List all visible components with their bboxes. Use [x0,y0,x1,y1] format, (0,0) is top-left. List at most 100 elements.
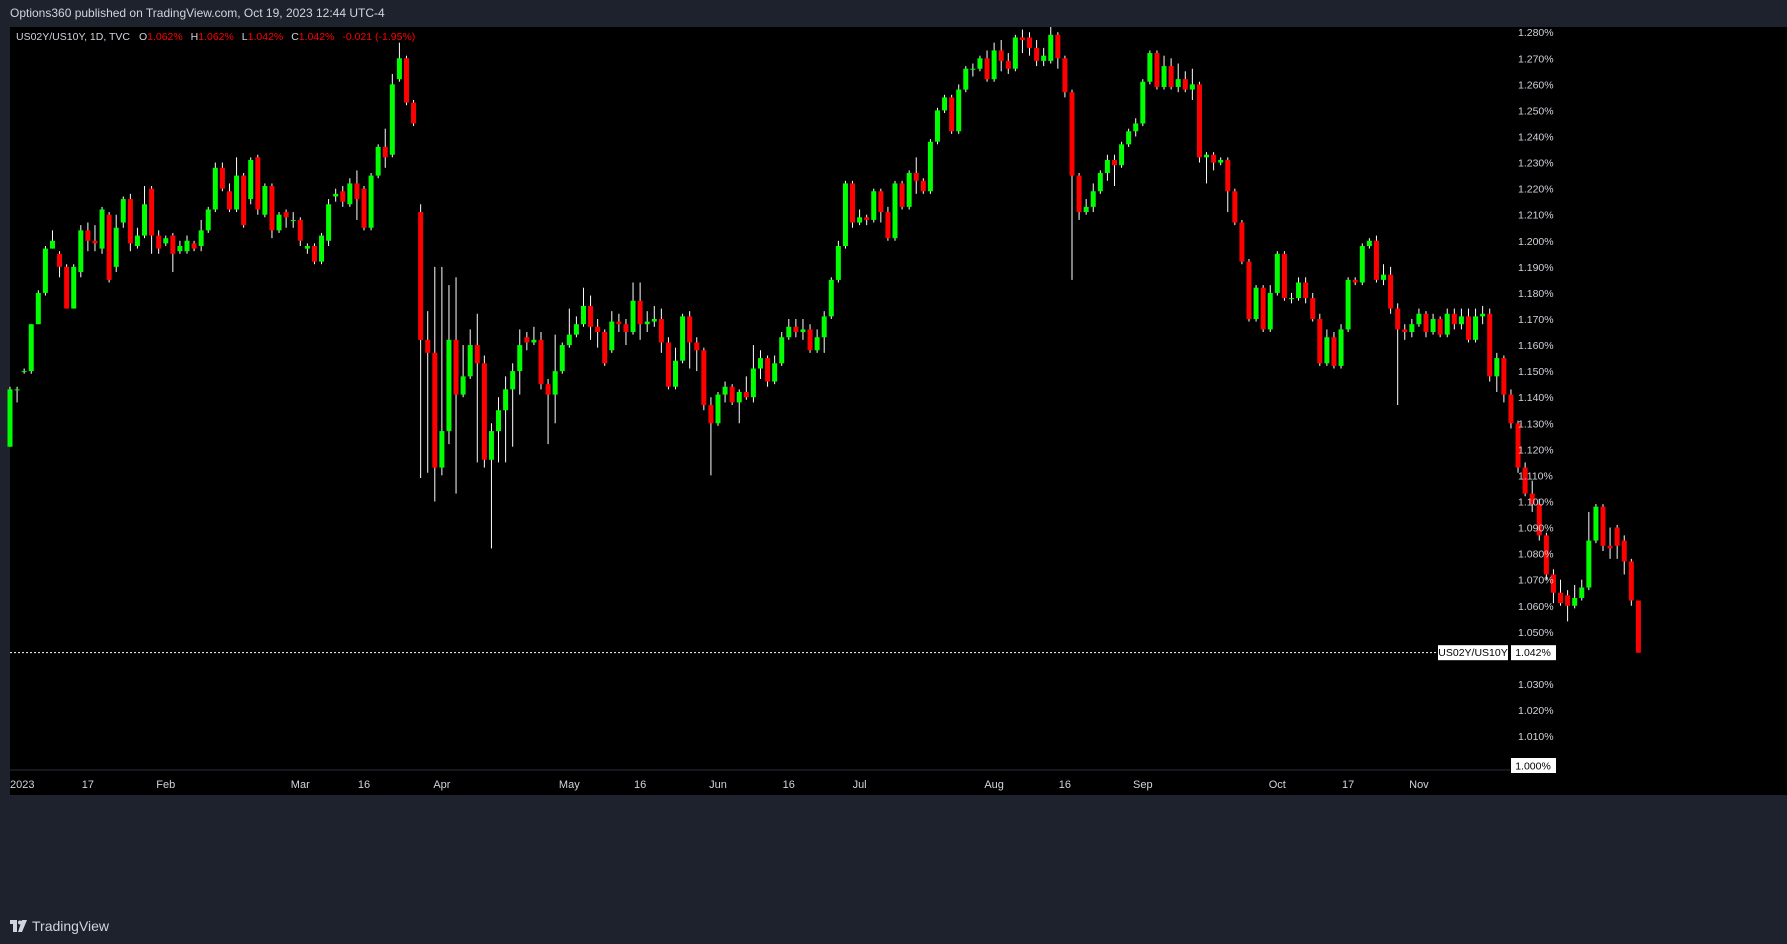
candle-body[interactable] [439,431,445,468]
candle-body[interactable] [665,342,671,387]
candle-body[interactable] [807,329,813,351]
candle-body[interactable] [1522,467,1528,494]
candle-body[interactable] [1338,329,1344,366]
candle-body[interactable] [481,363,487,460]
candle-body[interactable] [375,146,381,176]
candle-body[interactable] [290,219,296,221]
candle-body[interactable] [970,68,976,70]
tradingview-logo[interactable]: TradingView [10,918,109,934]
candle-body[interactable] [906,172,912,207]
candle-body[interactable] [1352,279,1358,283]
candle-body[interactable] [1019,37,1025,41]
candle-body[interactable] [1189,84,1195,90]
candle-body[interactable] [1430,318,1436,333]
candle-body[interactable] [828,279,834,317]
candle-body[interactable] [191,243,197,249]
candle-body[interactable] [347,183,353,205]
candle-body[interactable] [984,58,990,80]
candle-body[interactable] [1543,535,1549,575]
candle-body[interactable] [715,394,721,424]
candle-body[interactable] [899,183,905,207]
candle-body[interactable] [942,97,948,111]
candle-body[interactable] [1090,191,1096,207]
candle-body[interactable] [297,219,303,241]
candle-body[interactable] [885,212,891,239]
candle-body[interactable] [743,391,749,398]
candle-body[interactable] [432,352,438,468]
candle-body[interactable] [276,214,282,231]
candle-body[interactable] [623,324,629,333]
candlestick-chart[interactable]: 1.280% 1.270% 1.260% 1.250% 1.240% 1.230% 1.22… [0,27,1787,909]
candle-body[interactable] [857,217,863,223]
candle-body[interactable] [1196,84,1202,158]
candle-body[interactable] [750,368,756,398]
candle-body[interactable] [503,389,509,411]
candle-body[interactable] [1296,282,1302,299]
candle-body[interactable] [1239,222,1245,262]
candle-body[interactable] [559,345,565,372]
candle-body[interactable] [757,358,763,369]
candle-body[interactable] [1423,313,1429,333]
candle-body[interactable] [92,240,98,244]
candle-body[interactable] [736,391,742,403]
candle-body[interactable] [333,193,339,197]
candle-body[interactable] [262,186,268,215]
candle-body[interactable] [411,102,417,124]
candle-body[interactable] [1536,504,1542,536]
candle-body[interactable] [467,345,473,377]
candle-body[interactable] [1614,527,1620,546]
candle-body[interactable] [1373,240,1379,280]
candle-body[interactable] [1161,66,1167,87]
price-axis[interactable] [1510,27,1787,770]
candle-body[interactable] [1012,37,1018,69]
candle-body[interactable] [1572,597,1578,606]
candle-body[interactable] [510,371,516,390]
candle-body[interactable] [269,186,275,231]
candle-body[interactable] [949,97,955,132]
candle-body[interactable] [538,339,544,385]
candle-body[interactable] [340,191,346,202]
candle-body[interactable] [588,305,594,327]
candle-body[interactable] [1260,287,1266,330]
candle-body[interactable] [1083,206,1089,213]
time-axis[interactable] [10,770,1510,795]
candle-body[interactable] [304,245,310,249]
candle-body[interactable] [779,337,785,364]
candle-body[interactable] [319,235,325,262]
candle-body[interactable] [1473,316,1479,340]
candle-body[interactable] [1225,159,1231,192]
candle-body[interactable] [892,183,898,239]
candle-body[interactable] [524,337,530,343]
candle-body[interactable] [1218,159,1224,163]
candle-body[interactable] [1104,159,1110,173]
candle-body[interactable] [1005,60,1011,69]
candle-body[interactable] [1253,287,1259,319]
candle-body[interactable] [1288,298,1294,300]
candle-body[interactable] [1055,34,1061,59]
candle-body[interactable] [708,405,714,424]
candle-body[interactable] [1168,66,1174,87]
candle-body[interactable] [1586,540,1592,588]
candle-body[interactable] [1558,592,1564,604]
candle-body[interactable] [403,58,409,103]
candle-body[interactable] [920,180,926,192]
candle-body[interactable] [1600,506,1606,546]
candle-body[interactable] [1111,159,1117,166]
candle-body[interactable] [814,337,820,351]
candle-body[interactable] [1366,240,1372,246]
candle-body[interactable] [57,253,63,267]
candle-body[interactable] [1119,144,1125,166]
candle-body[interactable] [1182,79,1188,90]
candle-body[interactable] [977,58,983,69]
candle-body[interactable] [694,342,700,351]
candle-body[interactable] [1501,358,1507,395]
candle-body[interactable] [963,68,969,90]
candle-body[interactable] [991,50,997,80]
candle-body[interactable] [1529,493,1535,505]
candle-body[interactable] [1607,545,1613,549]
candle-body[interactable] [1175,79,1181,87]
candle-body[interactable] [234,175,240,210]
candle-body[interactable] [28,324,34,372]
candle-body[interactable] [120,199,126,223]
candle-body[interactable] [1310,298,1316,319]
